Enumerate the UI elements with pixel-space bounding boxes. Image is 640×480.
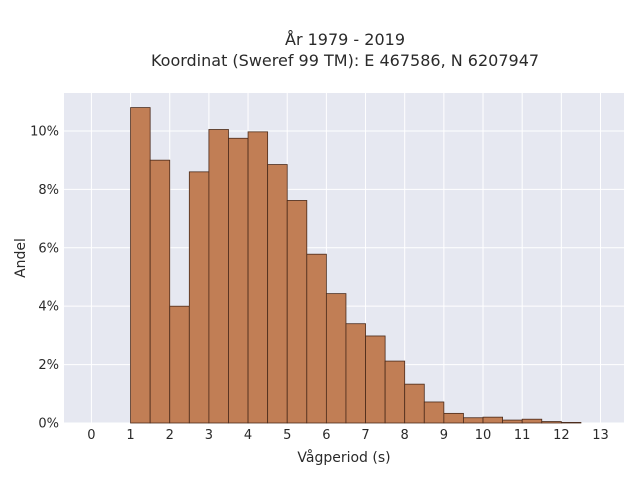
histogram-bar (404, 383, 425, 424)
histogram-bar (541, 421, 562, 424)
y-tick-label: 2% (38, 358, 59, 373)
x-tick-label: 4 (244, 428, 252, 443)
histogram-bar (384, 360, 406, 424)
y-tick-label: 4% (38, 300, 59, 315)
x-tick-label: 11 (514, 428, 531, 443)
y-tick-label: 8% (38, 183, 59, 198)
x-axis-label: Vågperiod (s) (297, 449, 390, 466)
x-tick-label: 13 (592, 428, 609, 443)
x-tick-labels: 0 1 2 3 4 5 6 7 8 9 10 11 12 13 (87, 428, 609, 443)
histogram-bar (306, 253, 327, 424)
histogram-bar (443, 412, 464, 424)
histogram-bar (247, 131, 269, 424)
y-tick-label: 0% (38, 417, 59, 432)
histogram-bar (482, 416, 504, 424)
x-tick-label: 2 (166, 428, 174, 443)
histogram-bar (228, 137, 249, 424)
x-tick-label: 0 (87, 428, 95, 443)
chart-title-line-2: Koordinat (Sweref 99 TM): E 467586, N 62… (151, 51, 539, 70)
histogram-bar (149, 159, 171, 424)
x-tick-label: 12 (553, 428, 570, 443)
x-tick-label: 10 (475, 428, 492, 443)
y-axis-label: Andel (13, 238, 29, 278)
histogram-bar (286, 200, 308, 424)
x-tick-label: 7 (361, 428, 369, 443)
x-tick-label: 3 (205, 428, 213, 443)
histogram-bar (208, 129, 229, 424)
x-tick-label: 1 (126, 428, 134, 443)
x-tick-label: 8 (401, 428, 409, 443)
histogram-bar (463, 417, 484, 424)
histogram-bar (267, 164, 288, 424)
histogram-bar (423, 401, 445, 424)
y-tick-labels: 0% 2% 4% 6% 8% 10% (30, 124, 59, 431)
x-tick-label: 5 (283, 428, 291, 443)
histogram-bar (365, 335, 386, 424)
histogram-bar (325, 293, 347, 424)
histogram-bar (188, 171, 210, 424)
histogram-bar (169, 305, 190, 424)
histogram-bar (560, 422, 582, 424)
histogram-bar (502, 419, 523, 424)
x-tick-label: 6 (322, 428, 330, 443)
histogram-bar (345, 323, 366, 424)
histogram-bar (130, 107, 151, 424)
bars (130, 107, 582, 424)
histogram-bar (521, 418, 543, 424)
chart-title-line-1: År 1979 - 2019 (285, 30, 405, 49)
y-tick-label: 6% (38, 241, 59, 256)
y-tick-label: 10% (30, 124, 59, 139)
x-tick-label: 9 (440, 428, 448, 443)
